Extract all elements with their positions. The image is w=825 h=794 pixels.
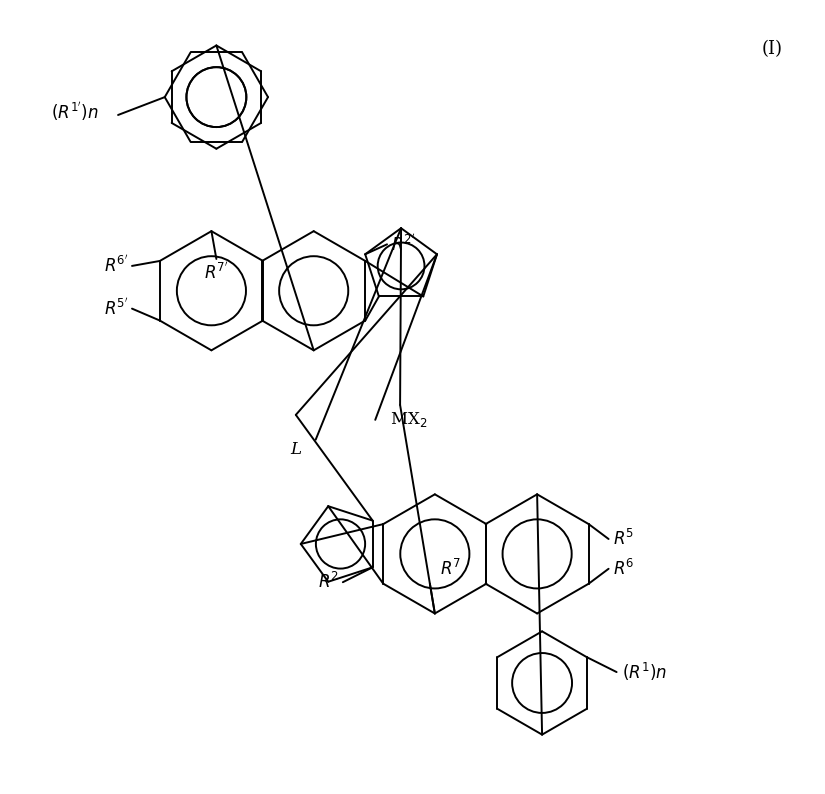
Text: MX$_2$: MX$_2$ [390, 410, 427, 430]
Text: $R^{6}$: $R^{6}$ [612, 559, 634, 579]
Text: L: L [290, 441, 301, 458]
Text: $R^{5'}$: $R^{5'}$ [104, 299, 128, 319]
Text: $R^{2}$: $R^{2}$ [318, 572, 339, 592]
Text: $R^{7'}$: $R^{7'}$ [204, 263, 229, 283]
Text: $R^{7}$: $R^{7}$ [440, 559, 461, 579]
Text: (I): (I) [761, 40, 782, 59]
Text: $R^{6'}$: $R^{6'}$ [104, 256, 128, 276]
Text: $R^{5}$: $R^{5}$ [612, 529, 634, 549]
Text: $R^{2'}$: $R^{2'}$ [391, 234, 416, 255]
Text: $(R^1)n$: $(R^1)n$ [621, 661, 667, 683]
Text: $(R^{1'})n$: $(R^{1'})n$ [50, 101, 98, 123]
